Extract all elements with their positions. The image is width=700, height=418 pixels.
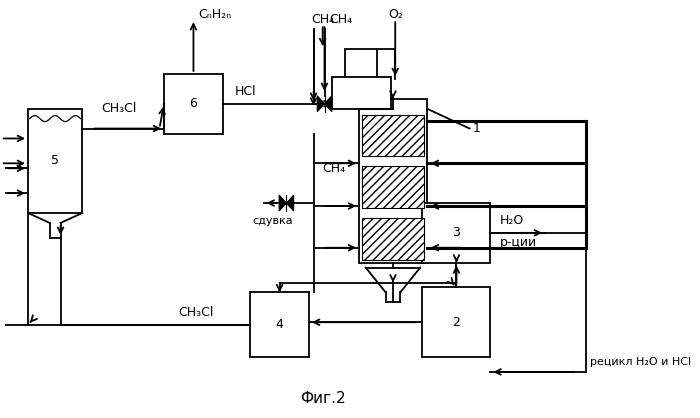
Bar [332, 77, 391, 109]
Bar [28, 109, 83, 213]
Text: 6: 6 [190, 97, 197, 110]
Polygon shape [279, 195, 286, 211]
Text: CH₄: CH₄ [329, 13, 352, 26]
Text: CH₄: CH₄ [323, 162, 346, 175]
Polygon shape [286, 195, 294, 211]
Bar [345, 49, 377, 79]
Text: 2: 2 [452, 316, 461, 329]
Text: CH₃Cl: CH₃Cl [101, 102, 136, 115]
Text: O₂: O₂ [388, 8, 402, 21]
Text: 1: 1 [473, 122, 481, 135]
Bar [422, 203, 491, 263]
Bar [362, 115, 424, 156]
Bar [164, 74, 223, 133]
Polygon shape [325, 96, 332, 112]
Text: 5: 5 [51, 154, 59, 167]
Text: 4: 4 [276, 318, 284, 331]
Text: H₂O: H₂O [500, 214, 524, 227]
Bar [362, 166, 424, 208]
Bar [250, 293, 309, 357]
Text: CH₄: CH₄ [311, 13, 335, 26]
Text: р-ции: р-ции [500, 236, 537, 249]
Text: рецикл H₂O и HCl: рецикл H₂O и HCl [590, 357, 692, 367]
Text: CₙH₂ₙ: CₙH₂ₙ [198, 8, 231, 21]
Text: CH₃Cl: CH₃Cl [178, 306, 214, 319]
Bar [359, 99, 427, 263]
Polygon shape [317, 96, 325, 112]
Text: 3: 3 [452, 226, 461, 240]
Text: HCl: HCl [234, 85, 256, 98]
Bar [362, 218, 424, 260]
Text: Фиг.2: Фиг.2 [300, 391, 346, 406]
Bar [422, 288, 491, 357]
Text: сдувка: сдувка [253, 216, 293, 226]
